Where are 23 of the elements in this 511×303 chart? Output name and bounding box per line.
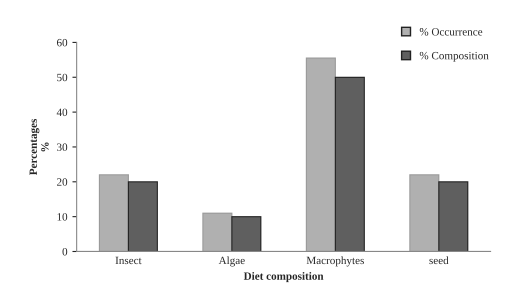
x-tick-label: Insect <box>116 256 142 264</box>
y-tick-label: 10 <box>57 213 68 221</box>
legend-label: % Composition <box>420 52 489 62</box>
bar <box>98 174 129 252</box>
y-tick-label: 30 <box>57 143 68 151</box>
x-tick-label: Algae <box>218 256 245 266</box>
x-axis-title: Diet composition <box>244 272 324 282</box>
y-axis-title: Percentages % <box>30 118 49 176</box>
bar <box>438 181 468 252</box>
bar <box>128 181 158 252</box>
y-tick-label: 20 <box>57 178 68 186</box>
bar <box>231 216 262 252</box>
y-tick-label: 60 <box>56 38 68 46</box>
bar <box>334 76 365 252</box>
bar <box>306 58 336 252</box>
bar <box>202 212 232 252</box>
x-tick-label: seed <box>429 256 449 264</box>
x-tick-label: Macrophytes <box>306 256 364 266</box>
bar <box>409 174 440 252</box>
y-tick-label: 40 <box>56 108 68 116</box>
legend-label: % Occurrence <box>420 28 482 36</box>
y-tick-label: 50 <box>57 74 68 82</box>
y-tick-label: 0 <box>62 248 68 256</box>
